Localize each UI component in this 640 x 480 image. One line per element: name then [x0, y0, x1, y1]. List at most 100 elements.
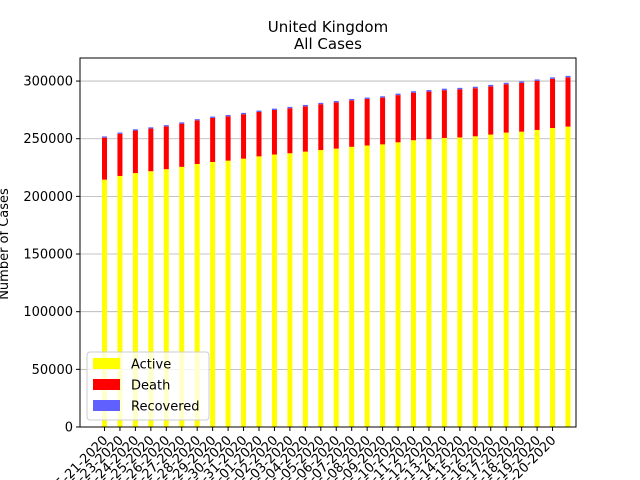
- plot-frame: [79, 57, 577, 428]
- chart-subtitle: All Cases: [294, 35, 362, 53]
- bar-active: [241, 158, 247, 427]
- bar-active: [318, 150, 324, 427]
- bar-death: [411, 92, 416, 141]
- bar-active: [472, 136, 478, 427]
- bar-active: [271, 154, 277, 428]
- bar-active: [441, 138, 447, 428]
- bar-recovered: [519, 81, 525, 83]
- bar-recovered: [441, 88, 447, 91]
- bar-death: [179, 123, 185, 167]
- y-tick-label: 100000: [23, 305, 73, 320]
- bar-recovered: [395, 93, 401, 96]
- bar-active: [364, 145, 370, 427]
- bar-active: [333, 148, 339, 427]
- legend-swatch-active: [93, 358, 120, 369]
- y-tick-label: 300000: [23, 75, 73, 90]
- bar-active: [519, 131, 525, 427]
- bar-active: [117, 175, 123, 427]
- bar-death: [550, 78, 556, 128]
- bar-recovered: [148, 127, 154, 129]
- bar-recovered: [534, 79, 540, 81]
- bar-death: [565, 77, 571, 127]
- bar-recovered: [256, 110, 262, 112]
- bar-death: [503, 84, 509, 133]
- y-axis-label: Number of Cases: [0, 188, 12, 300]
- bar-recovered: [565, 75, 571, 78]
- bar-active: [411, 140, 416, 427]
- bar-death: [349, 100, 355, 147]
- bar-active: [210, 162, 216, 427]
- bar-active: [287, 153, 293, 428]
- y-tick-label: 200000: [23, 190, 73, 205]
- bar-active: [426, 139, 432, 427]
- bar-recovered: [132, 129, 138, 131]
- bar-death: [194, 120, 200, 164]
- bar-death: [102, 137, 107, 180]
- bar-active: [380, 144, 386, 427]
- bar-recovered: [380, 96, 386, 98]
- bar-recovered: [503, 82, 509, 85]
- bar-recovered: [488, 84, 494, 87]
- legend-label-death: Death: [131, 379, 170, 394]
- bar-death: [488, 86, 494, 135]
- bar-death: [457, 89, 463, 138]
- legend-label-active: Active: [131, 358, 171, 373]
- y-tick-label: 50000: [32, 363, 73, 378]
- bar-recovered: [225, 114, 231, 117]
- bar-recovered: [318, 102, 324, 105]
- bar-death: [256, 111, 262, 157]
- bar-death: [287, 108, 293, 154]
- bar-active: [457, 137, 463, 427]
- bar-recovered: [179, 122, 185, 124]
- bar-death: [302, 106, 308, 152]
- bar-death: [225, 116, 231, 161]
- bar-active: [163, 169, 169, 427]
- bar-death: [519, 82, 525, 132]
- bar-death: [318, 104, 324, 151]
- bar-death: [117, 133, 123, 176]
- bar-death: [132, 130, 138, 174]
- bar-active: [565, 126, 571, 428]
- bar-death: [271, 110, 277, 155]
- legend: Active Death Recovered: [86, 351, 210, 421]
- bar-active: [179, 166, 185, 428]
- bar-death: [148, 128, 154, 172]
- x-ticks: 05-21-202005-23-202005-24-202005-25-2020…: [47, 427, 559, 480]
- bar-death: [534, 80, 540, 130]
- bar-active: [148, 171, 154, 427]
- bar-active: [256, 156, 262, 427]
- bar-recovered: [102, 136, 107, 138]
- bar-recovered: [287, 106, 293, 109]
- bar-death: [364, 98, 370, 146]
- bar-death: [395, 95, 401, 143]
- bar-active: [503, 132, 509, 428]
- bar-death: [241, 114, 247, 159]
- bar-recovered: [411, 91, 416, 93]
- bar-recovered: [550, 77, 556, 79]
- y-tick-label: 0: [65, 421, 73, 436]
- bar-active: [534, 129, 540, 427]
- bar-active: [349, 146, 355, 427]
- bar-recovered: [210, 116, 216, 118]
- bar-death: [472, 88, 478, 137]
- bar-recovered: [426, 90, 432, 92]
- chart-title: United Kingdom: [268, 18, 388, 36]
- bar-death: [333, 102, 339, 149]
- y-tick-label: 150000: [23, 248, 73, 263]
- y-ticks: 0 50000 100000 150000 200000 250000 300000: [23, 75, 80, 436]
- bars: [102, 75, 571, 428]
- bar-recovered: [349, 98, 355, 101]
- legend-label-recovered: Recovered: [131, 400, 200, 415]
- bar-recovered: [194, 119, 200, 121]
- bar-death: [163, 126, 169, 170]
- bar-active: [194, 163, 200, 428]
- bar-recovered: [472, 86, 478, 89]
- bar-active: [132, 173, 138, 427]
- legend-swatch-recovered: [93, 400, 120, 411]
- bar-active: [302, 151, 308, 428]
- bar-death: [441, 90, 447, 139]
- legend-swatch-death: [93, 379, 120, 390]
- bar-recovered: [302, 104, 308, 107]
- bar-recovered: [457, 87, 463, 90]
- bar-recovered: [163, 125, 169, 127]
